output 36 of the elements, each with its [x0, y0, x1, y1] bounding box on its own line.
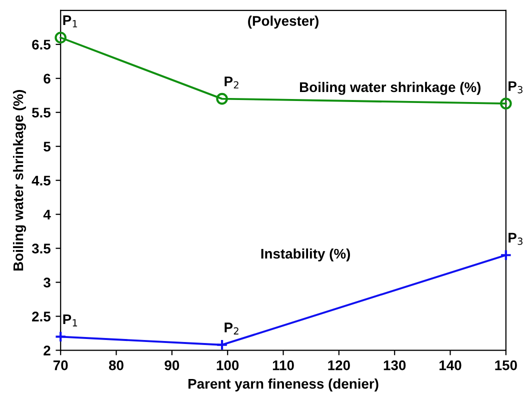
y-tick-label: 3	[43, 278, 50, 288]
x-axis-title: Parent yarn fineness (denier)	[188, 378, 378, 392]
point	[54, 32, 67, 44]
y-tick-label: 4.5	[32, 176, 50, 186]
x-tick-label: 140	[440, 360, 462, 370]
x-tick-label: 120	[328, 360, 350, 370]
annotation: P$_{1}$	[63, 15, 78, 28]
point	[500, 249, 512, 262]
point	[500, 98, 512, 110]
y-tick-label: 4	[43, 210, 51, 220]
annotation: P$_{2}$	[224, 322, 238, 334]
x-tick-label: 150	[495, 360, 517, 370]
annotation: P$_{1}$	[63, 314, 78, 326]
x-tick-label: 130	[384, 360, 406, 370]
point	[54, 330, 67, 343]
annotation: P$_{3}$	[508, 232, 522, 245]
y-tick-label: 5.5	[32, 108, 50, 118]
chart-title: (Polyester)	[248, 16, 318, 29]
annotation: P$_{2}$	[224, 76, 238, 88]
y-tick-label: 2	[44, 346, 50, 356]
y-tick-label: 6	[44, 74, 50, 84]
y-tick-label: 6.5	[32, 40, 50, 50]
text: Instability (%)	[261, 248, 350, 262]
y-tick-label: 3.5	[32, 244, 50, 254]
annotation: P$_{3}$	[508, 81, 522, 94]
point	[216, 338, 228, 351]
x-tick-label: 70	[53, 360, 68, 370]
series-label: Boiling water shrinkage (%)	[300, 82, 481, 95]
y-axis-title: Boiling water shrinkage (%)	[13, 90, 26, 270]
x-tick-label: 90	[164, 360, 180, 370]
x-tick-label: 80	[108, 360, 124, 370]
y-tick-label: 2.5	[32, 312, 50, 322]
x-tick-label: 100	[216, 360, 239, 370]
x-tick-label: 110	[272, 360, 294, 370]
point	[216, 92, 228, 105]
y-tick-label: 5	[44, 142, 50, 152]
